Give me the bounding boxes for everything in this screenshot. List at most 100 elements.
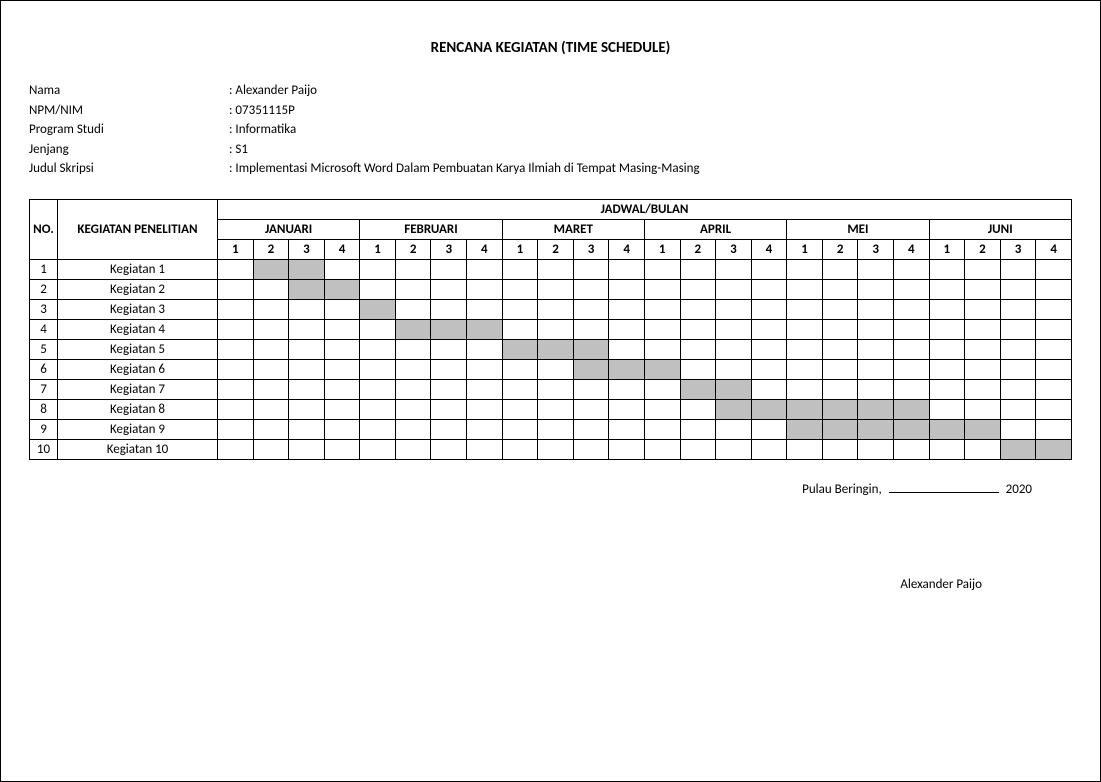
schedule-cell xyxy=(644,259,680,279)
schedule-cell xyxy=(858,279,894,299)
schedule-cell xyxy=(822,319,858,339)
schedule-cell xyxy=(395,379,431,399)
schedule-cell xyxy=(609,359,645,379)
schedule-cell xyxy=(858,439,894,459)
schedule-cell xyxy=(1036,259,1072,279)
schedule-cell xyxy=(253,319,289,339)
schedule-cell xyxy=(360,259,396,279)
schedule-cell xyxy=(502,399,538,419)
schedule-cell xyxy=(965,259,1001,279)
week-header: 1 xyxy=(929,239,965,259)
schedule-cell xyxy=(858,379,894,399)
schedule-cell xyxy=(965,279,1001,299)
schedule-cell xyxy=(431,439,467,459)
schedule-cell xyxy=(716,259,752,279)
schedule-cell xyxy=(502,299,538,319)
schedule-cell xyxy=(751,399,787,419)
week-header: 2 xyxy=(538,239,574,259)
week-header: 1 xyxy=(360,239,396,259)
week-header: 3 xyxy=(716,239,752,259)
schedule-cell xyxy=(253,339,289,359)
schedule-cell xyxy=(965,399,1001,419)
schedule-cell xyxy=(360,279,396,299)
schedule-cell xyxy=(822,419,858,439)
schedule-cell xyxy=(929,319,965,339)
schedule-cell xyxy=(467,319,503,339)
schedule-cell xyxy=(716,319,752,339)
schedule-cell xyxy=(644,339,680,359)
schedule-cell xyxy=(644,419,680,439)
table-row: 8Kegiatan 8 xyxy=(30,399,1072,419)
schedule-cell xyxy=(218,399,254,419)
schedule-cell xyxy=(395,339,431,359)
meta-value: Informatika xyxy=(229,120,296,140)
schedule-cell xyxy=(289,299,325,319)
schedule-cell xyxy=(1036,439,1072,459)
row-activity: Kegiatan 4 xyxy=(58,319,218,339)
schedule-cell xyxy=(253,259,289,279)
row-number: 7 xyxy=(30,379,58,399)
schedule-cell xyxy=(1036,359,1072,379)
schedule-cell xyxy=(502,359,538,379)
row-activity: Kegiatan 3 xyxy=(58,299,218,319)
schedule-cell xyxy=(751,279,787,299)
row-number: 1 xyxy=(30,259,58,279)
schedule-cell xyxy=(716,399,752,419)
schedule-cell xyxy=(609,279,645,299)
schedule-cell xyxy=(502,279,538,299)
schedule-cell xyxy=(538,439,574,459)
month-header: APRIL xyxy=(644,219,786,239)
schedule-cell xyxy=(893,339,929,359)
schedule-cell xyxy=(787,399,823,419)
row-activity: Kegiatan 9 xyxy=(58,419,218,439)
signature-year: 2020 xyxy=(1006,482,1032,497)
row-number: 5 xyxy=(30,339,58,359)
schedule-cell xyxy=(609,419,645,439)
table-row: 4Kegiatan 4 xyxy=(30,319,1072,339)
schedule-cell xyxy=(467,259,503,279)
schedule-cell xyxy=(253,379,289,399)
schedule-cell xyxy=(680,339,716,359)
table-row: 7Kegiatan 7 xyxy=(30,379,1072,399)
week-header: 1 xyxy=(787,239,823,259)
schedule-cell xyxy=(751,259,787,279)
schedule-cell xyxy=(751,299,787,319)
row-activity: Kegiatan 2 xyxy=(58,279,218,299)
month-header: JANUARI xyxy=(218,219,360,239)
col-header-activity: KEGIATAN PENELITIAN xyxy=(58,199,218,259)
meta-label: Program Studi xyxy=(29,120,229,140)
schedule-cell xyxy=(1000,319,1036,339)
week-header: 2 xyxy=(395,239,431,259)
week-header: 4 xyxy=(1036,239,1072,259)
schedule-cell xyxy=(467,339,503,359)
schedule-cell xyxy=(324,279,360,299)
schedule-cell xyxy=(289,259,325,279)
schedule-cell xyxy=(1036,319,1072,339)
schedule-cell xyxy=(1036,299,1072,319)
meta-label: Judul Skripsi xyxy=(29,159,229,179)
schedule-cell xyxy=(360,379,396,399)
schedule-cell xyxy=(716,379,752,399)
schedule-cell xyxy=(538,379,574,399)
schedule-cell xyxy=(751,359,787,379)
schedule-cell xyxy=(467,279,503,299)
schedule-cell xyxy=(680,379,716,399)
schedule-cell xyxy=(1000,299,1036,319)
schedule-cell xyxy=(680,259,716,279)
row-number: 8 xyxy=(30,399,58,419)
schedule-cell xyxy=(1000,439,1036,459)
schedule-cell xyxy=(289,419,325,439)
schedule-cell xyxy=(609,379,645,399)
schedule-cell xyxy=(929,399,965,419)
schedule-cell xyxy=(680,359,716,379)
schedule-cell xyxy=(929,279,965,299)
row-number: 9 xyxy=(30,419,58,439)
schedule-cell xyxy=(253,299,289,319)
week-header: 3 xyxy=(431,239,467,259)
month-header: MARET xyxy=(502,219,644,239)
schedule-cell xyxy=(822,259,858,279)
table-row: 6Kegiatan 6 xyxy=(30,359,1072,379)
schedule-cell xyxy=(467,359,503,379)
table-head: NO. KEGIATAN PENELITIAN JADWAL/BULAN JAN… xyxy=(30,199,1072,259)
schedule-cell xyxy=(395,419,431,439)
